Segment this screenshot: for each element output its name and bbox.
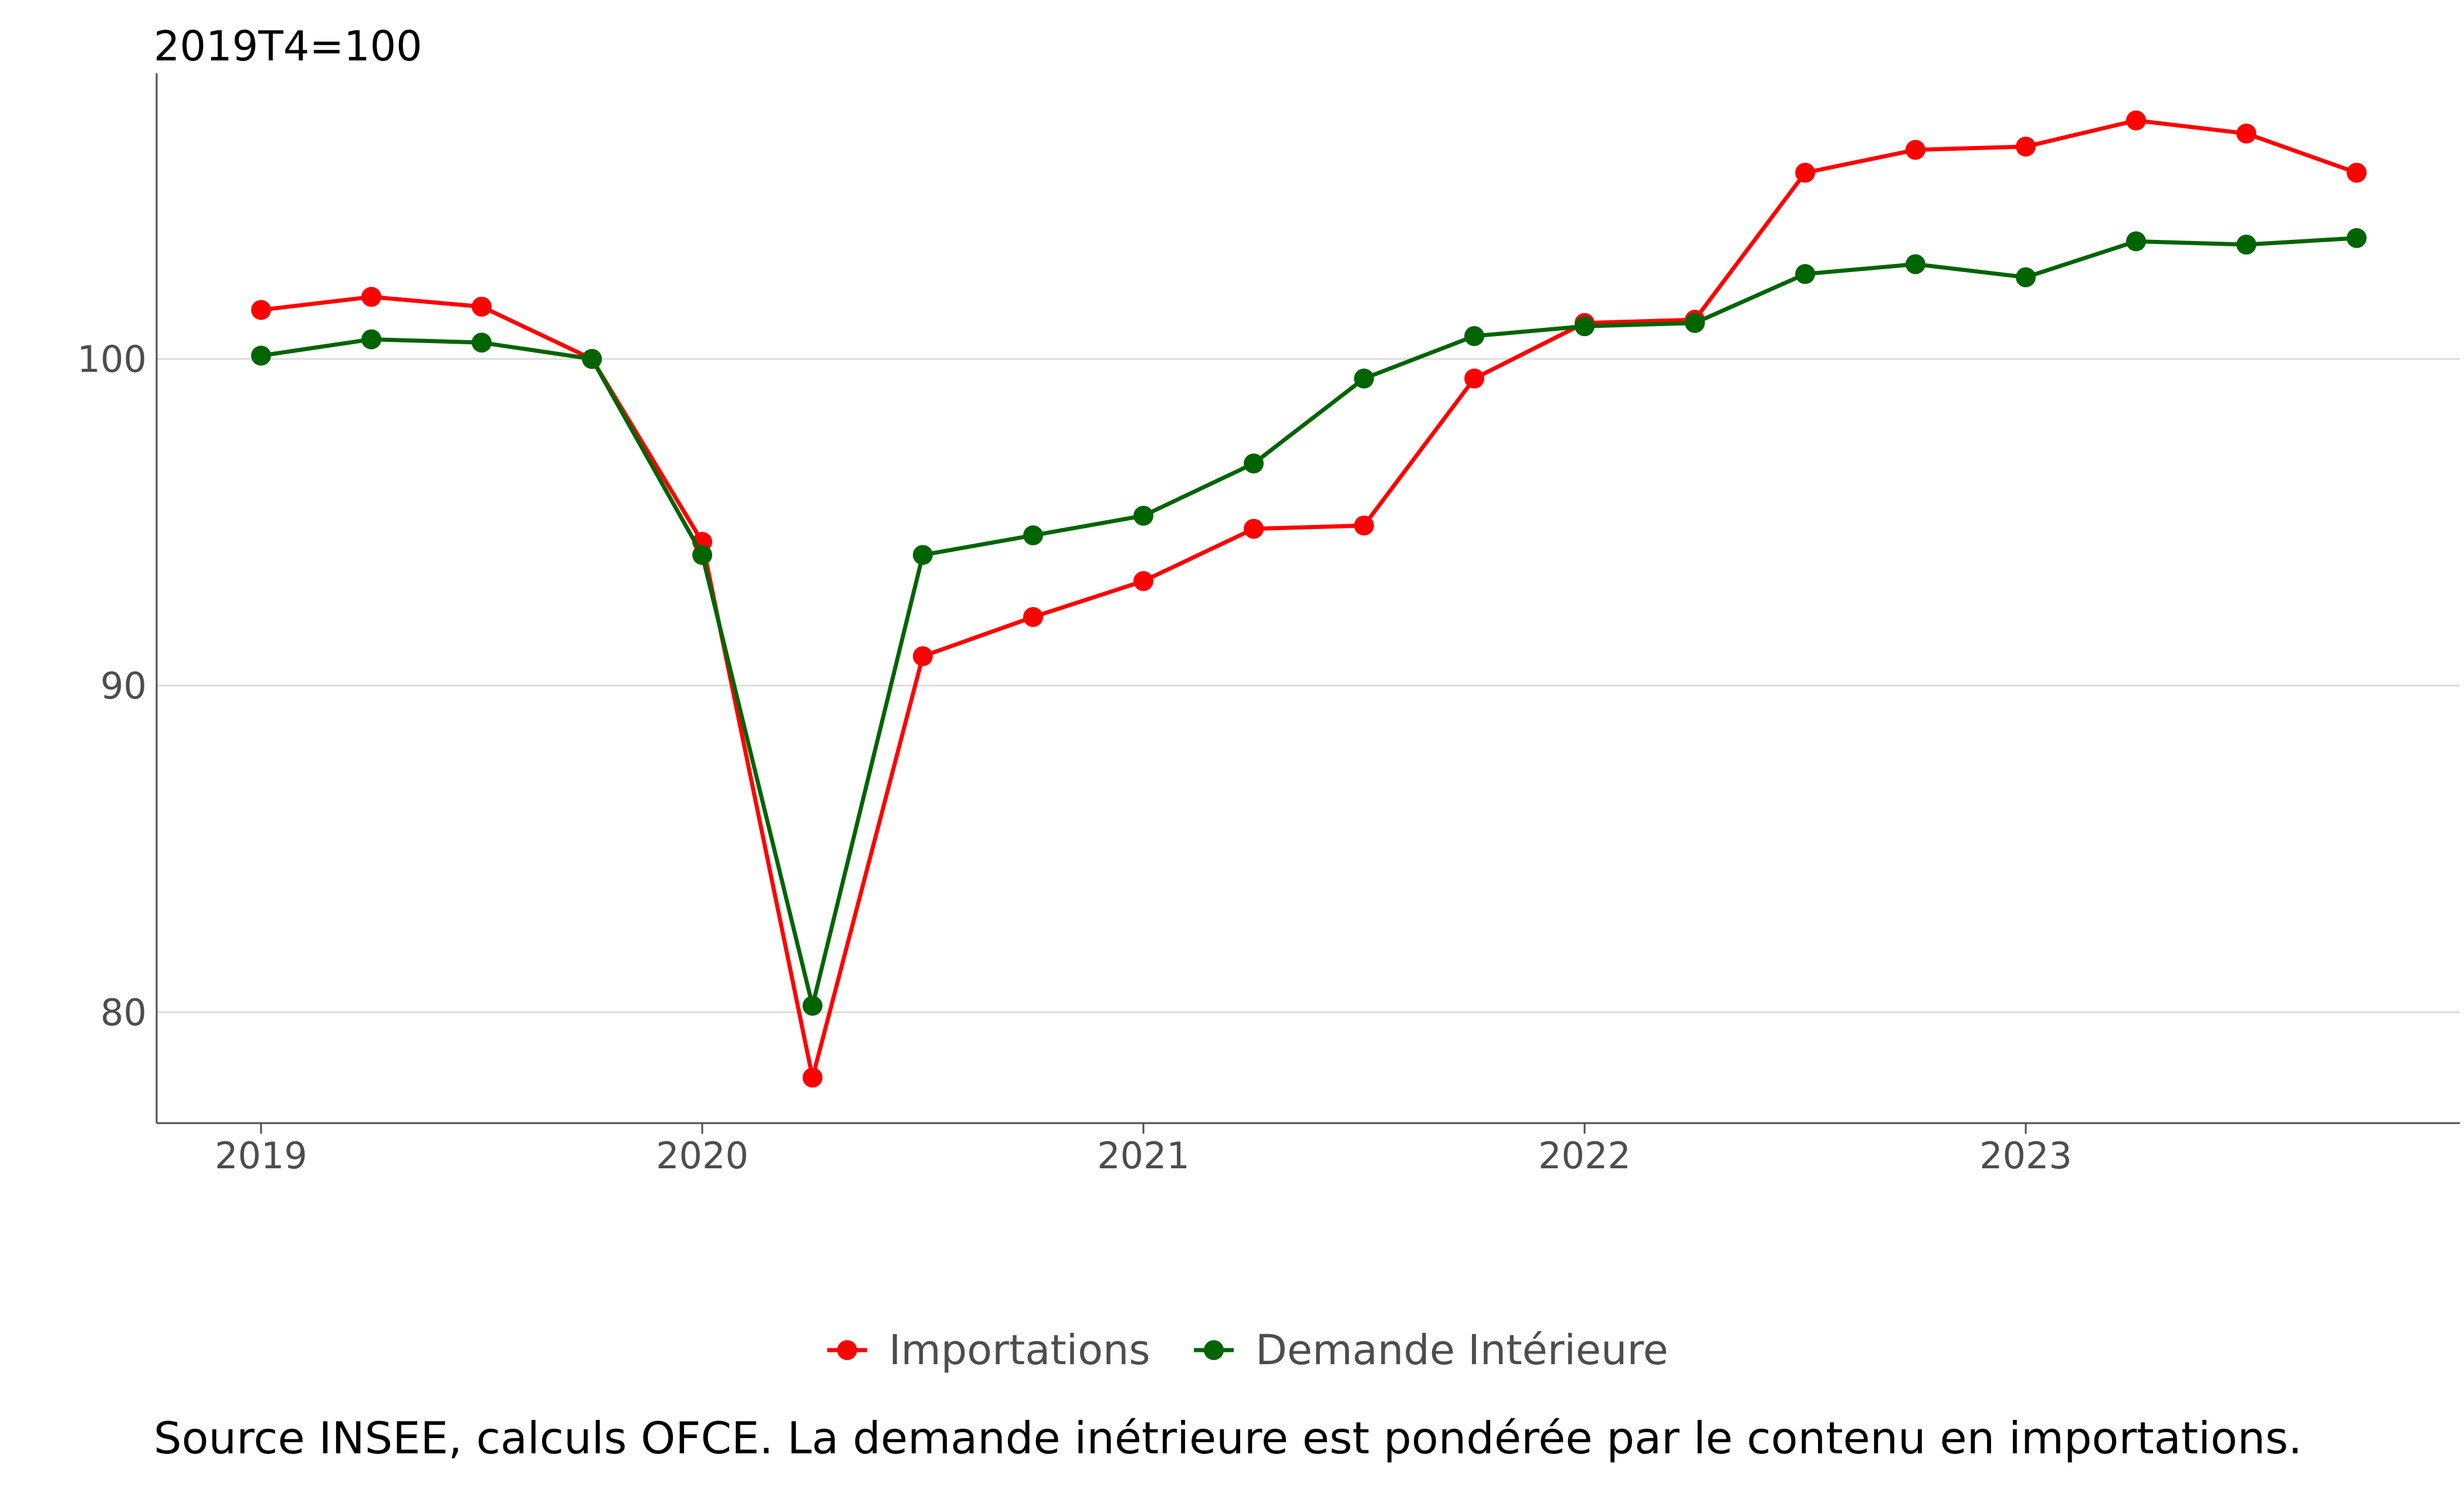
data-point bbox=[692, 545, 712, 565]
y-axis-ticks: 80 90 100 bbox=[77, 338, 147, 1034]
series-1 bbox=[251, 228, 2367, 1016]
data-point bbox=[251, 345, 271, 366]
x-tick-label: 2019 bbox=[215, 1134, 307, 1177]
legend-item: Importations bbox=[827, 1326, 1150, 1374]
data-point bbox=[472, 296, 492, 317]
data-point bbox=[913, 646, 933, 666]
data-point bbox=[1464, 326, 1484, 347]
data-point bbox=[2347, 162, 2367, 183]
data-point bbox=[1575, 316, 1595, 337]
data-point bbox=[1905, 140, 1925, 160]
y-tick-label: 100 bbox=[77, 338, 147, 381]
data-point bbox=[1133, 506, 1153, 526]
data-point bbox=[913, 545, 933, 565]
data-point bbox=[1244, 453, 1264, 474]
legend-key-point bbox=[1204, 1340, 1224, 1360]
data-point bbox=[1685, 313, 1705, 333]
data-point bbox=[803, 995, 823, 1016]
data-point bbox=[472, 333, 492, 353]
series-layer bbox=[251, 110, 2367, 1088]
data-point bbox=[1905, 254, 1925, 274]
data-point bbox=[361, 329, 381, 350]
y-axis-title: 2019T4=100 bbox=[154, 22, 422, 70]
legend: Importations Demande Intérieure bbox=[827, 1326, 1668, 1374]
x-tick-label: 2021 bbox=[1097, 1134, 1190, 1177]
data-point bbox=[1023, 525, 1043, 545]
legend-label: Importations bbox=[889, 1326, 1150, 1374]
data-point bbox=[1133, 571, 1153, 591]
source-caption: Source INSEE, calculs OFCE. La demande i… bbox=[154, 1412, 2303, 1464]
data-point bbox=[2016, 136, 2036, 157]
data-point bbox=[1464, 368, 1484, 389]
gridlines bbox=[157, 358, 2460, 1013]
data-point bbox=[2236, 235, 2256, 255]
data-point bbox=[1023, 607, 1043, 628]
data-point bbox=[2236, 123, 2256, 144]
data-point bbox=[2016, 267, 2036, 287]
data-point bbox=[251, 300, 271, 320]
data-point bbox=[1354, 516, 1374, 536]
series-line bbox=[260, 118, 2358, 1080]
series-line bbox=[260, 236, 2357, 1008]
legend-key-point bbox=[837, 1340, 857, 1360]
y-tick-label: 80 bbox=[100, 991, 147, 1034]
data-point bbox=[361, 287, 381, 307]
data-point bbox=[2126, 231, 2146, 252]
data-point bbox=[1795, 162, 1815, 183]
data-point bbox=[1244, 518, 1264, 539]
y-tick-label: 90 bbox=[100, 664, 147, 707]
legend-label: Demande Intérieure bbox=[1255, 1326, 1668, 1374]
data-point bbox=[1354, 368, 1374, 389]
data-point bbox=[803, 1067, 823, 1088]
data-point bbox=[2126, 110, 2146, 131]
data-point bbox=[2347, 228, 2367, 248]
x-tick-label: 2020 bbox=[656, 1134, 749, 1177]
x-tick-label: 2022 bbox=[1538, 1134, 1631, 1177]
data-point bbox=[1795, 264, 1815, 284]
data-point bbox=[582, 349, 602, 369]
x-tick-label: 2023 bbox=[1979, 1134, 2072, 1177]
series-0 bbox=[251, 110, 2367, 1088]
legend-item: Demande Intérieure bbox=[1194, 1326, 1668, 1374]
x-axis-ticks: 2019 2020 2021 2022 2023 bbox=[215, 1123, 2072, 1177]
